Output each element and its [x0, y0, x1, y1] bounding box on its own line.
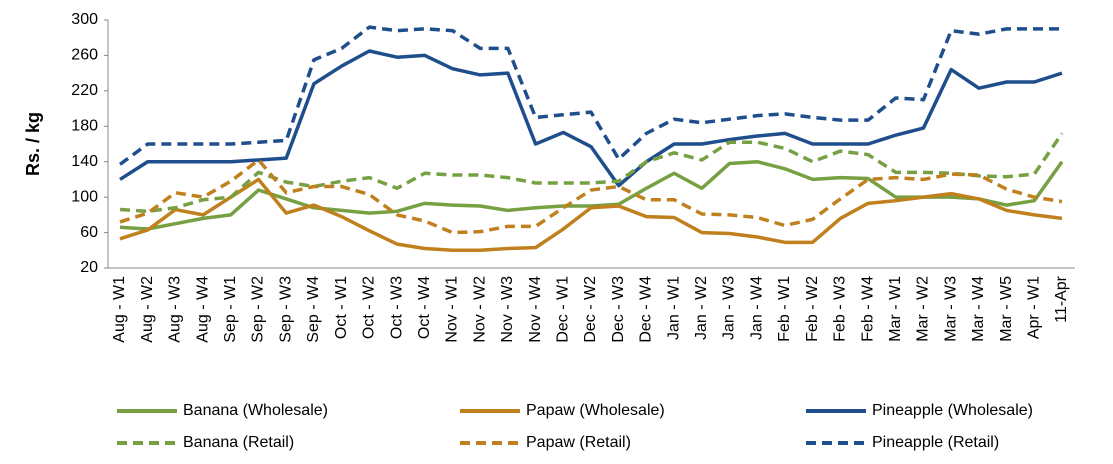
x-tick-label: Jan - W3: [721, 276, 738, 340]
x-tick-label: Sep - W4: [305, 276, 322, 343]
series-line: [119, 177, 1063, 253]
x-tick-label: Nov - W3: [499, 276, 516, 343]
legend-label: Pineapple (Retail): [872, 434, 999, 451]
x-tick-label: Feb - W1: [776, 276, 793, 342]
legend-label: Papaw (Wholesale): [526, 402, 665, 419]
series-line: [119, 158, 1063, 235]
x-tick-label: Nov - W1: [444, 276, 461, 343]
series-line: [119, 132, 1064, 214]
series-line: [118, 25, 1062, 166]
x-tick-label: 11-Apr: [1053, 275, 1070, 323]
x-tick-label: Oct - W2: [361, 276, 378, 339]
x-tick-label: Feb - W4: [859, 276, 876, 342]
x-tick-label: Mar - W1: [887, 276, 904, 342]
x-tick-label: Aug - W4: [194, 276, 211, 343]
x-tick-label: Mar - W2: [915, 276, 932, 342]
x-tick-label: Dec - W1: [555, 276, 572, 343]
y-tick-label: 180: [71, 118, 98, 135]
x-tick-label: Dec - W3: [610, 276, 627, 343]
y-tick-label: 20: [80, 259, 98, 276]
y-axis-label: Rs. / kg: [23, 112, 43, 176]
y-tick-label: 140: [71, 153, 98, 170]
x-tick-label: Mar - W3: [942, 276, 959, 342]
x-tick-label: Feb - W3: [832, 276, 849, 342]
x-tick-label: Mar - W4: [970, 276, 987, 342]
x-tick-label: Aug - W3: [167, 276, 184, 343]
y-tick-label: 300: [71, 11, 98, 28]
x-tick-label: Dec - W2: [582, 276, 599, 343]
x-tick-label: Aug - W2: [139, 276, 156, 343]
x-tick-label: Jan - W1: [665, 276, 682, 340]
series-line: [119, 49, 1063, 188]
x-tick-label: Aug - W1: [111, 276, 128, 343]
legend-label: Banana (Wholesale): [183, 402, 328, 419]
legend-label: Pineapple (Wholesale): [872, 402, 1033, 419]
x-tick-label: Nov - W4: [527, 276, 544, 343]
y-tick-label: 260: [71, 47, 98, 64]
x-tick-label: Oct - W1: [333, 276, 350, 339]
x-tick-label: Apr - W1: [1026, 276, 1043, 339]
x-tick-label: Nov - W2: [471, 276, 488, 343]
x-tick-label: Dec - W4: [638, 276, 655, 343]
x-tick-label: Jan - W2: [693, 276, 710, 340]
x-tick-label: Feb - W2: [804, 276, 821, 342]
x-tick-label: Sep - W3: [277, 276, 294, 343]
y-tick-label: 100: [71, 188, 98, 205]
series-line: [119, 159, 1064, 231]
x-tick-label: Sep - W2: [250, 276, 267, 343]
x-tick-label: Oct - W4: [416, 276, 433, 339]
x-tick-label: Mar - W5: [998, 276, 1015, 342]
x-tick-label: Oct - W3: [388, 276, 405, 339]
legend-label: Papaw (Retail): [526, 434, 631, 451]
y-tick-label: 220: [71, 82, 98, 99]
y-tick-label: 60: [80, 224, 98, 241]
x-tick-label: Sep - W1: [222, 276, 239, 343]
legend-label: Banana (Retail): [183, 434, 294, 451]
x-tick-label: Jan - W4: [748, 276, 765, 340]
